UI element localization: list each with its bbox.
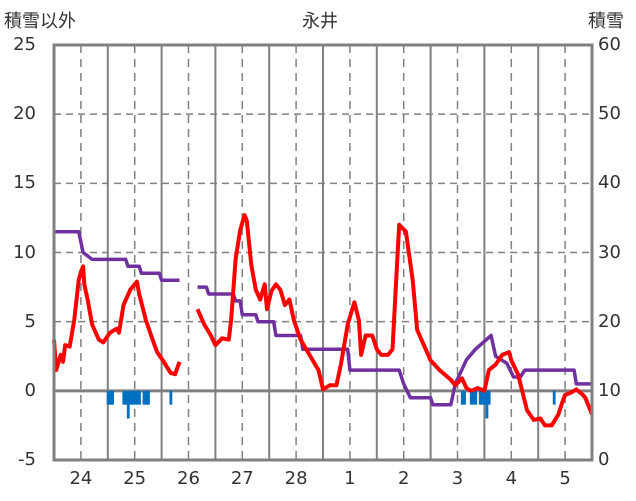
x-tick-label: 3 xyxy=(451,468,464,489)
x-tick-label: 1 xyxy=(344,468,356,489)
precip-bar xyxy=(474,390,478,405)
precip-bar xyxy=(469,390,473,405)
precip-bar xyxy=(460,390,464,405)
right-axis-title: 積雪 xyxy=(588,11,624,32)
precip-bar xyxy=(135,390,139,405)
x-tick-label: 28 xyxy=(284,468,308,489)
right-tick-label: 60 xyxy=(598,34,621,55)
left-tick-label: 25 xyxy=(13,34,36,55)
precip-bar xyxy=(463,390,466,405)
left-tick-label: -5 xyxy=(18,449,36,470)
plot-frame xyxy=(52,43,594,462)
right-tick-label: 0 xyxy=(598,449,610,470)
precip-bar xyxy=(124,390,128,405)
left-tick-label: 0 xyxy=(24,379,36,401)
precip-bar xyxy=(126,390,130,419)
x-tick-label: 2 xyxy=(397,468,410,489)
left-tick-label: 15 xyxy=(13,172,36,194)
left-tick-label: 20 xyxy=(13,103,36,125)
precip-bar xyxy=(108,390,112,405)
precip-bar xyxy=(142,390,146,405)
precip-bar xyxy=(133,390,137,405)
right-tick-label: 40 xyxy=(598,172,621,194)
x-tick-label: 4 xyxy=(505,468,518,489)
precip-bar xyxy=(472,390,475,405)
left-tick-label: 10 xyxy=(13,241,36,263)
precip-bar xyxy=(169,390,173,405)
precip-bar xyxy=(485,390,489,419)
right-tick-label: 20 xyxy=(598,310,621,332)
chart-title: 永井 xyxy=(302,11,338,32)
x-tick-label: 27 xyxy=(230,468,254,489)
x-tick-label: 26 xyxy=(177,468,200,489)
precip-bar xyxy=(552,390,556,405)
x-tick-label: 5 xyxy=(559,468,571,489)
left-axis-title: 積雪以外 xyxy=(4,11,76,32)
precip-bar xyxy=(122,390,126,405)
x-tick-label: 25 xyxy=(123,468,147,489)
precip-bar xyxy=(129,390,132,405)
precip-bar xyxy=(144,390,148,405)
precip-bar xyxy=(478,390,482,405)
precip-bar xyxy=(106,390,110,405)
precip-bar xyxy=(147,390,150,405)
precip-bar xyxy=(487,390,491,405)
x-tick-label: 24 xyxy=(69,468,93,489)
precip-bar xyxy=(111,390,115,405)
snow-depth-line xyxy=(54,229,592,407)
left-tick-label: 5 xyxy=(24,310,36,332)
precip-bar xyxy=(483,390,487,405)
precip-bar xyxy=(481,390,484,405)
precip-bar xyxy=(138,390,141,405)
precip-bar xyxy=(131,390,135,405)
right-tick-label: 30 xyxy=(598,241,621,263)
right-tick-label: 10 xyxy=(598,379,621,401)
temperature-line xyxy=(52,213,594,428)
right-tick-label: 50 xyxy=(598,103,621,125)
